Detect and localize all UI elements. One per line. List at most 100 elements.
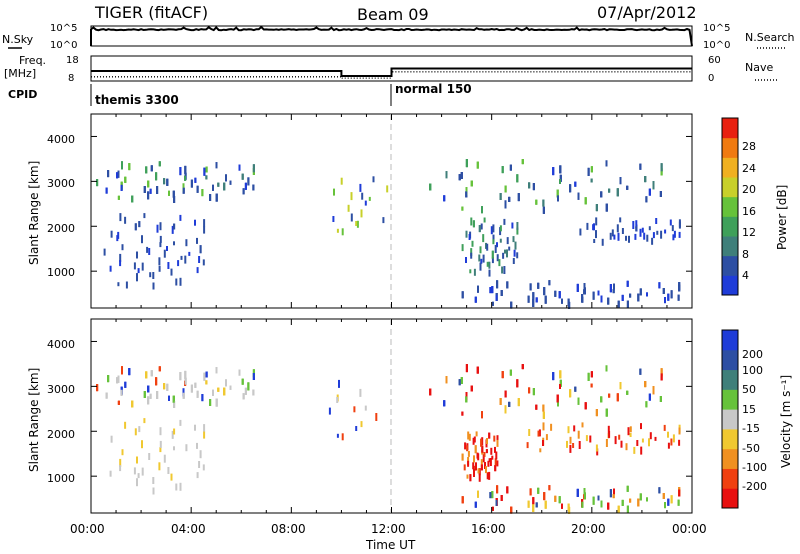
scatter-cell <box>488 269 491 277</box>
scatter-cell <box>152 282 155 290</box>
scatter-cell <box>336 228 339 233</box>
scatter-cell <box>500 495 503 501</box>
scatter-cell <box>677 499 680 506</box>
scatter-cell <box>608 430 611 438</box>
scatter-cell <box>217 182 220 187</box>
scatter-cell <box>175 278 178 286</box>
scatter-cell <box>238 369 241 376</box>
nsearch-label: N.Search <box>745 31 795 44</box>
scatter-cell <box>590 383 593 388</box>
scatter-cell <box>557 195 559 202</box>
scatter-cell <box>124 176 127 183</box>
scatter-cell <box>664 297 666 304</box>
scatter-cell <box>600 500 603 508</box>
scatter-cell <box>223 387 226 396</box>
scatter-cell <box>496 254 499 262</box>
scatter-cell <box>639 368 642 375</box>
scatter-cell <box>612 289 615 294</box>
scatter-cell <box>205 371 208 378</box>
scatter-cell <box>619 382 622 390</box>
scatter-cell <box>664 502 666 509</box>
scatter-cell <box>472 220 475 228</box>
scatter-cell <box>209 194 212 201</box>
scatter-cell <box>652 386 655 395</box>
scatter-cell <box>215 193 218 202</box>
scatter-cell <box>491 491 494 499</box>
scatter-cell <box>121 161 123 170</box>
scatter-cell <box>554 290 557 297</box>
xtick-08: 08:00 <box>271 522 306 536</box>
scatter-cell <box>509 369 512 376</box>
scatter-cell <box>149 272 152 278</box>
scatter-cell <box>119 213 122 222</box>
scatter-cell <box>338 379 340 388</box>
scatter-cell <box>196 185 199 193</box>
scatter-cell <box>120 389 123 396</box>
colorbar-segment <box>722 157 738 178</box>
scatter-cell <box>465 230 468 238</box>
scatter-cell <box>168 190 170 196</box>
scatter-cell <box>636 440 639 446</box>
scatter-cell <box>639 163 642 170</box>
scatter-cell <box>646 234 649 242</box>
scatter-cell <box>605 160 608 167</box>
scatter-cell <box>648 393 651 401</box>
colorbar-segment <box>722 137 738 158</box>
colorbar-segment <box>722 216 738 237</box>
scatter-cell <box>212 389 214 396</box>
scatter-cell <box>141 440 143 449</box>
scatter-cell <box>158 265 161 272</box>
nsky-label: N.Sky <box>2 33 34 46</box>
scatter-cell <box>667 442 670 449</box>
scatter-cell <box>626 280 629 287</box>
scatter-cell <box>173 196 176 203</box>
scatter-cell <box>172 190 175 198</box>
scatter-cell <box>203 219 206 228</box>
radar-title: TIGER (fitACF) <box>94 3 208 22</box>
scatter-cell <box>480 223 483 230</box>
scatter-cell <box>528 182 531 189</box>
scatter-cell <box>469 269 472 274</box>
scatter-cell <box>496 280 499 289</box>
scatter-cell <box>136 478 138 487</box>
scatter-cell <box>170 473 173 481</box>
scatter-cell <box>616 188 619 197</box>
nsky-left-tick-bottom: 10^0 <box>50 40 77 51</box>
velocity-cbar-tick-neg15: -15 <box>742 422 760 435</box>
scatter-cell <box>96 384 99 392</box>
scatter-cell <box>504 185 507 193</box>
scatter-cell <box>356 220 359 228</box>
scatter-cell <box>656 230 659 235</box>
scatter-cell <box>529 283 532 291</box>
scatter-cell <box>542 440 544 446</box>
scatter-cell <box>477 285 479 293</box>
scatter-cell <box>574 181 577 187</box>
xaxis-label: Time UT <box>365 538 416 552</box>
scatter-cell <box>516 252 519 259</box>
scatter-cell <box>660 373 663 381</box>
scatter-cell <box>660 168 663 176</box>
scatter-cell <box>483 217 486 223</box>
scatter-cell <box>184 377 187 385</box>
scatter-cell <box>561 298 563 304</box>
colorbar-segment <box>722 236 738 257</box>
scatter-cell <box>605 365 608 372</box>
scatter-cell <box>443 195 446 202</box>
scatter-cell <box>641 438 644 443</box>
scatter-cell <box>472 462 475 470</box>
scatter-cell <box>496 242 498 248</box>
scatter-cell <box>491 257 494 264</box>
scatter-cell <box>364 200 367 206</box>
scatter-cell <box>548 280 551 286</box>
scatter-cell <box>601 238 604 246</box>
scatter-cell <box>574 386 577 392</box>
power-xtick-marks <box>90 114 693 308</box>
scatter-cell <box>548 485 551 491</box>
scatter-cell <box>347 204 350 212</box>
scatter-cell <box>608 393 611 398</box>
scatter-cell <box>554 495 557 502</box>
scatter-cell <box>621 294 624 301</box>
scatter-cell <box>476 366 479 374</box>
scatter-cell <box>558 291 561 299</box>
scatter-cell <box>646 292 648 297</box>
